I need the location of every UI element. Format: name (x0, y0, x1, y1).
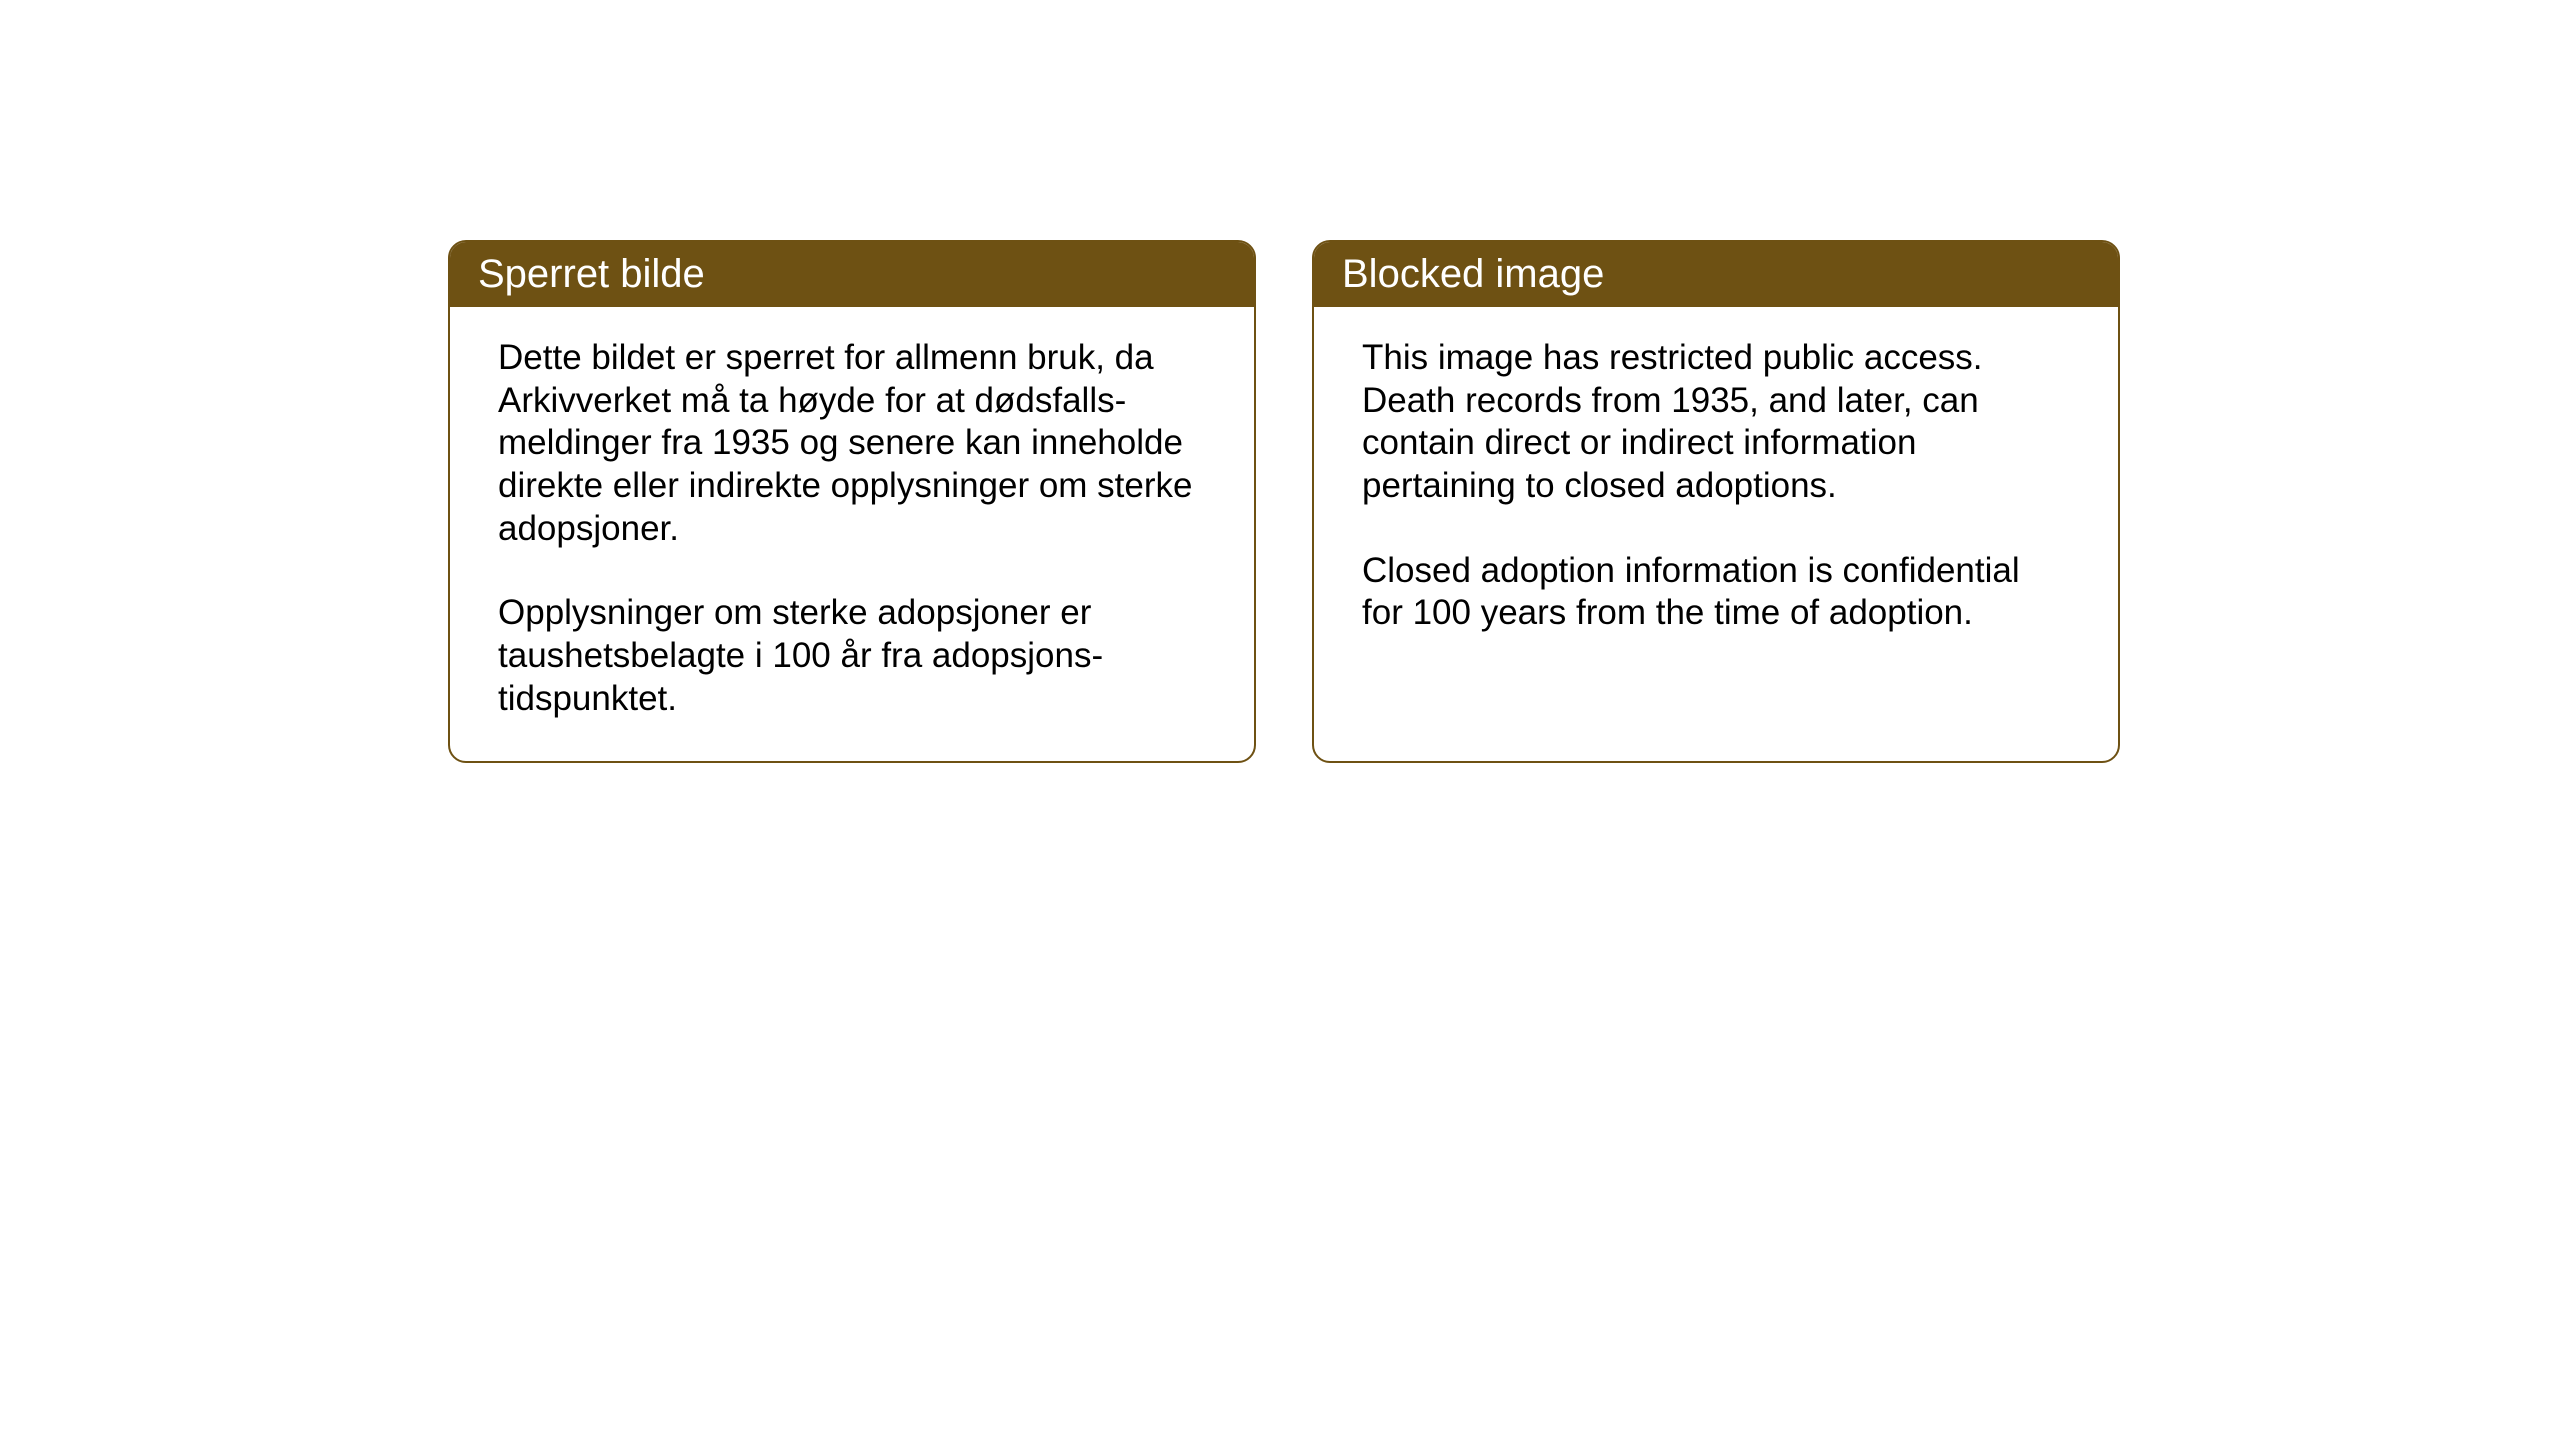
notice-body-english: This image has restricted public access.… (1314, 307, 2118, 735)
notice-paragraph-1-norwegian: Dette bildet er sperret for allmenn bruk… (498, 337, 1206, 550)
notice-paragraph-1-english: This image has restricted public access.… (1362, 337, 2070, 508)
notice-card-norwegian: Sperret bilde Dette bildet er sperret fo… (448, 240, 1256, 763)
notice-paragraph-2-norwegian: Opplysninger om sterke adopsjoner er tau… (498, 592, 1206, 720)
notice-paragraph-2-english: Closed adoption information is confident… (1362, 550, 2070, 635)
notice-card-english: Blocked image This image has restricted … (1312, 240, 2120, 763)
notice-title-norwegian: Sperret bilde (478, 252, 1226, 297)
notice-container: Sperret bilde Dette bildet er sperret fo… (448, 240, 2120, 763)
notice-header-norwegian: Sperret bilde (450, 242, 1254, 307)
notice-header-english: Blocked image (1314, 242, 2118, 307)
notice-title-english: Blocked image (1342, 252, 2090, 297)
notice-body-norwegian: Dette bildet er sperret for allmenn bruk… (450, 307, 1254, 761)
